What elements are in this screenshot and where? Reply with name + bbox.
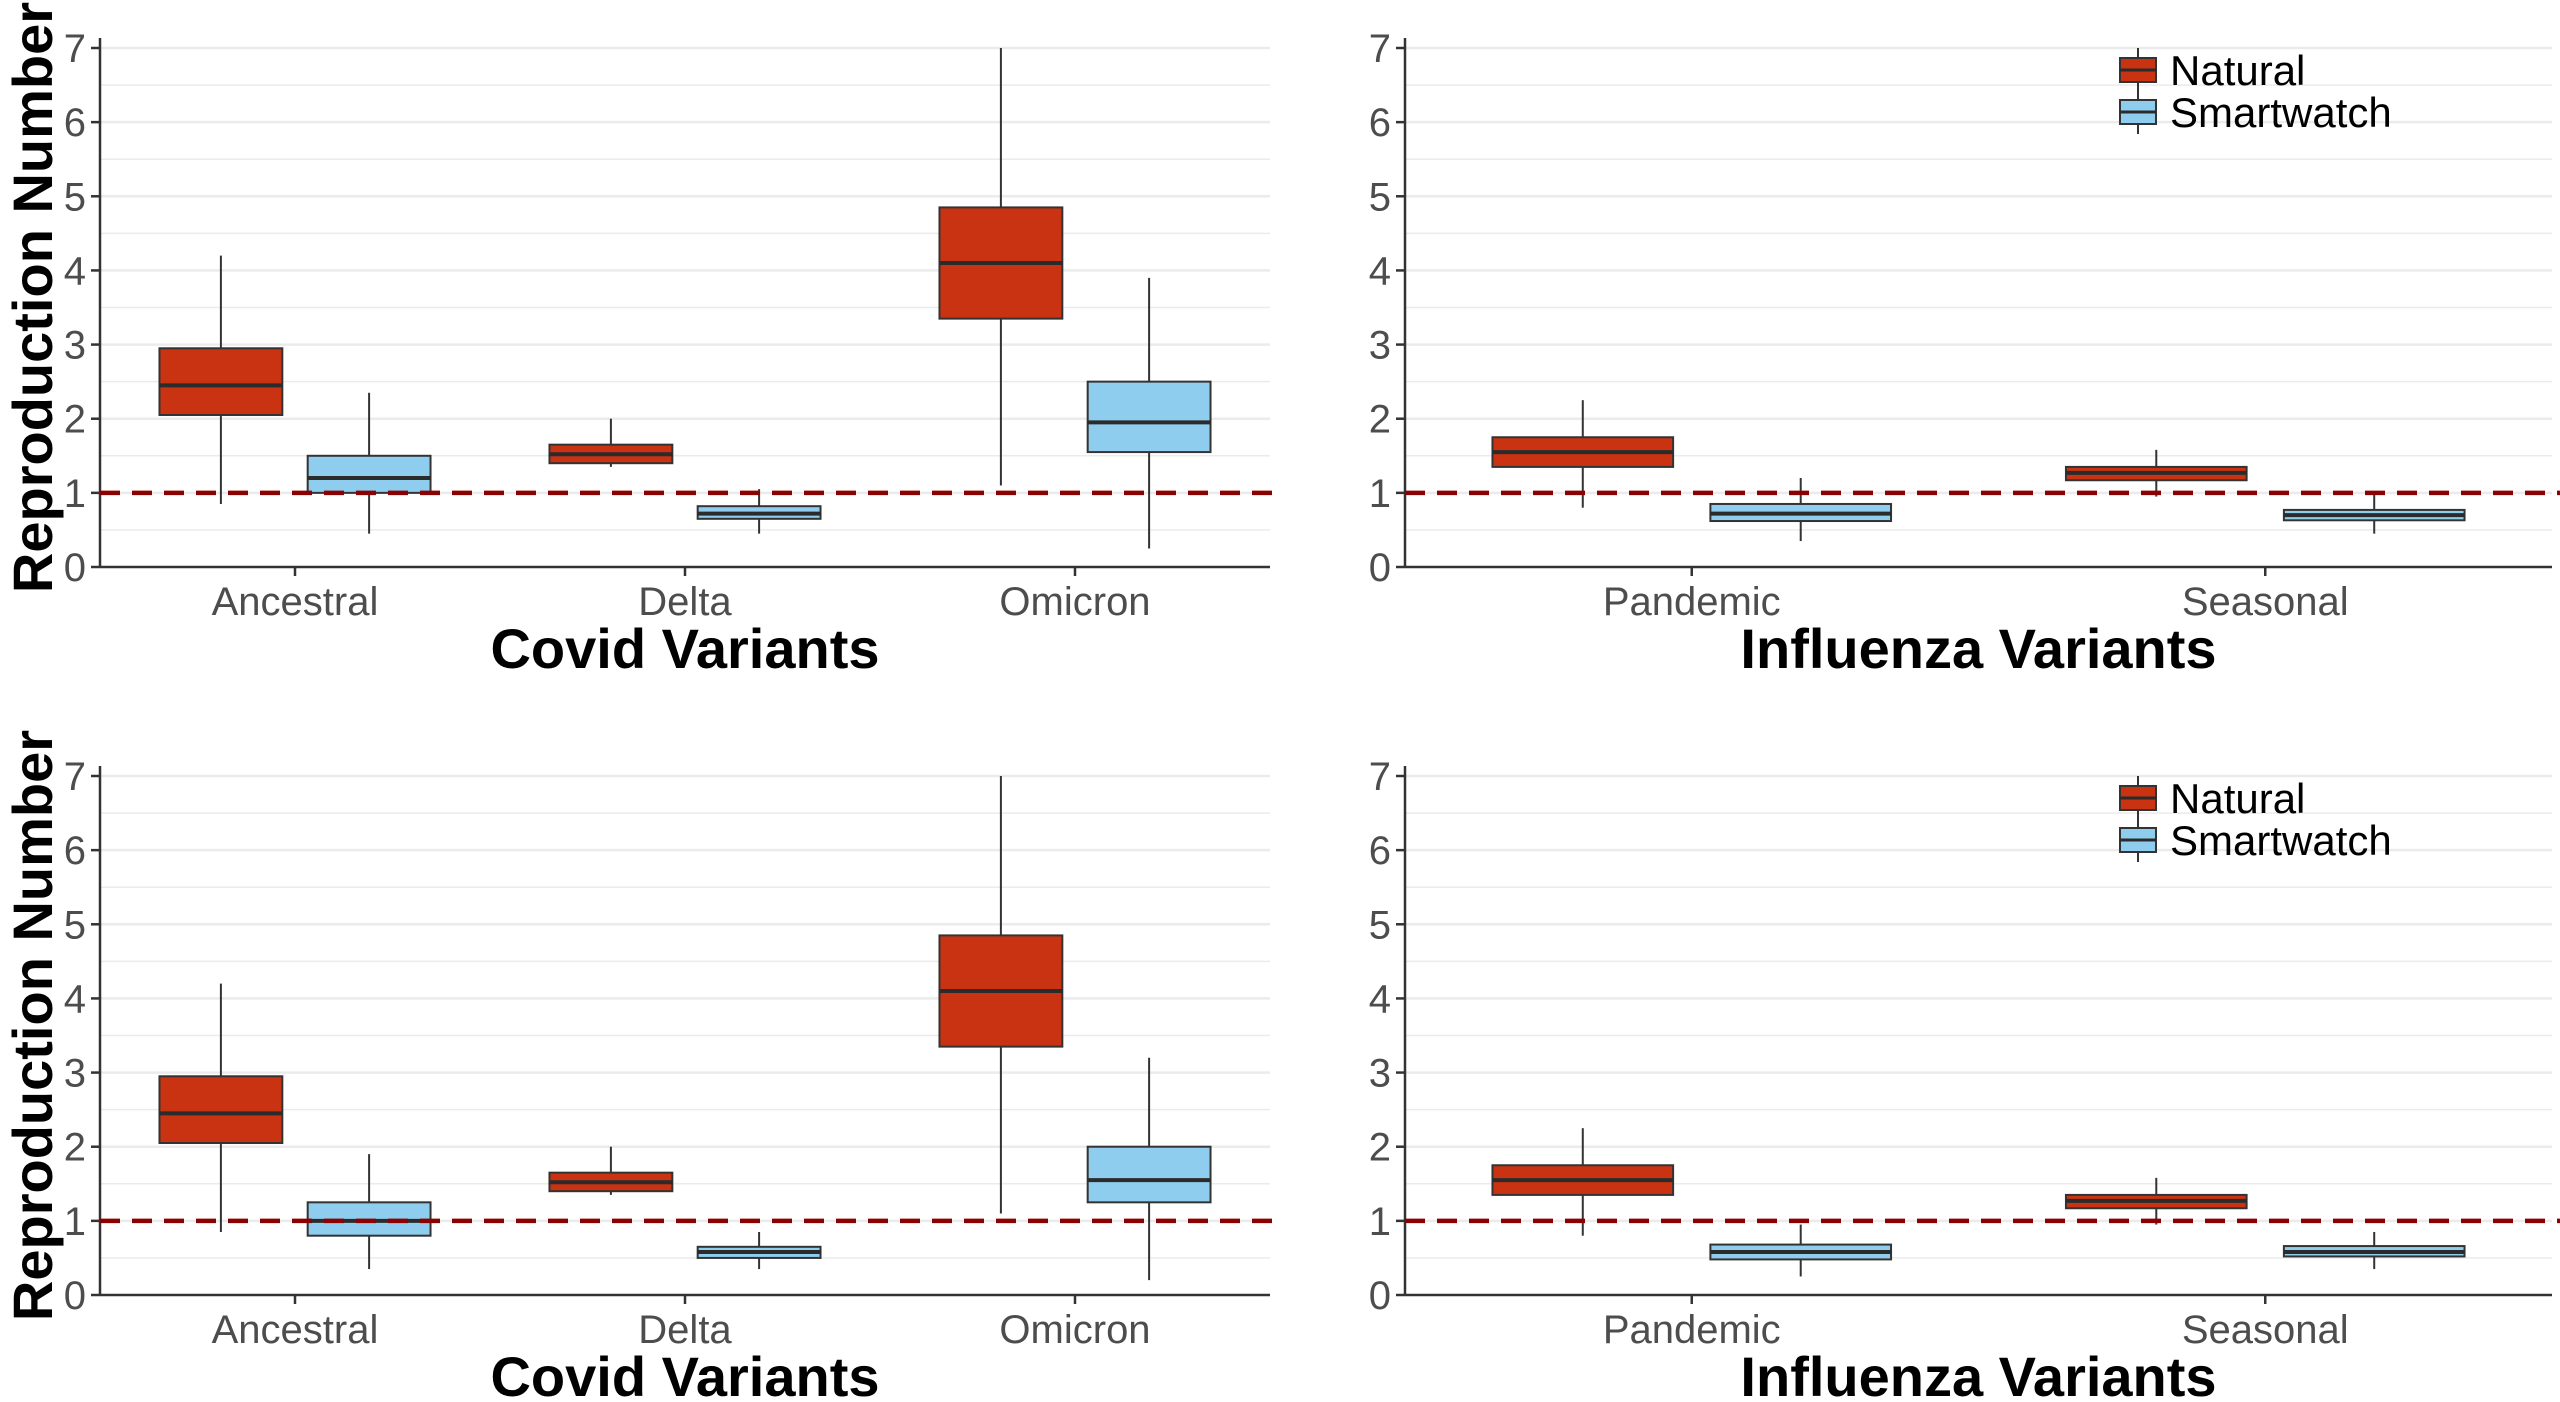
box-natural-omicron: [938, 776, 1064, 1214]
box-smartwatch-omicron: [1086, 277, 1212, 549]
x-tick-label: Pandemic: [1603, 1308, 1781, 1352]
y-tick-label: 4: [64, 977, 86, 1021]
y-tick-label: 1: [1369, 1200, 1391, 1244]
y-tick-label: 6: [64, 829, 86, 873]
y-tick-label: 2: [1369, 1126, 1391, 1170]
box-smartwatch-delta: [696, 1231, 822, 1270]
x-tick-label: Ancestral: [212, 580, 379, 624]
box-natural-seasonal: [2064, 1177, 2248, 1225]
box-iqr: [306, 454, 432, 494]
legend-label-natural: Natural: [2170, 775, 2305, 822]
x-axis-title: Influenza Variants: [1740, 1345, 2216, 1402]
y-tick-label: 5: [64, 903, 86, 947]
box-smartwatch-omicron: [1086, 1057, 1212, 1281]
box-natural-ancestral: [158, 983, 284, 1232]
y-tick-label: 0: [64, 546, 86, 590]
y-tick-label: 4: [1369, 977, 1391, 1021]
box-iqr: [1086, 380, 1212, 454]
x-tick-label: Delta: [638, 1308, 732, 1352]
y-tick-label: 6: [64, 101, 86, 145]
legend-key-smartwatch: [2119, 90, 2157, 134]
y-tick-label: 5: [1369, 903, 1391, 947]
y-tick-label: 0: [64, 1274, 86, 1318]
y-tick-label: 2: [1369, 398, 1391, 442]
y-tick-label: 2: [64, 398, 86, 442]
y-tick-label: 4: [64, 249, 86, 293]
x-tick-label: Seasonal: [2182, 580, 2349, 624]
y-tick-label: 1: [1369, 472, 1391, 516]
box-smartwatch-delta: [696, 489, 822, 534]
y-axis-title: Reproduction Number: [1, 2, 64, 593]
box-natural-delta: [548, 1146, 674, 1195]
y-tick-label: 7: [64, 755, 86, 799]
box-smartwatch-seasonal: [2282, 492, 2466, 534]
y-tick-label: 2: [64, 1126, 86, 1170]
box-smartwatch-ancestral: [306, 392, 432, 534]
y-tick-label: 1: [64, 1200, 86, 1244]
box-smartwatch-ancestral: [306, 1154, 432, 1270]
x-axis-title: Influenza Variants: [1740, 617, 2216, 680]
x-tick-label: Ancestral: [212, 1308, 379, 1352]
chart-panel-top-left: 0 1 2 3 4 5 6 7 Ancestral Delta Omicron Covid Varia…: [1, 2, 1280, 680]
y-tick-label: 0: [1369, 546, 1391, 590]
y-tick-label: 3: [1369, 1052, 1391, 1096]
legend-key-smartwatch: [2119, 818, 2157, 862]
box-natural-pandemic: [1491, 400, 1675, 508]
x-tick-label: Delta: [638, 580, 732, 624]
y-tick-label: 6: [1369, 829, 1391, 873]
box-smartwatch-seasonal: [2282, 1231, 2466, 1270]
legend-key-natural: [2119, 776, 2157, 820]
y-tick-label: 5: [1369, 175, 1391, 219]
y-tick-label: 4: [1369, 249, 1391, 293]
y-tick-label: 7: [1369, 27, 1391, 71]
y-axis-title: Reproduction Number: [1, 730, 64, 1321]
legend-label-smartwatch: Smartwatch: [2170, 89, 2392, 136]
box-natural-delta: [548, 418, 674, 467]
box-natural-seasonal: [2064, 449, 2248, 497]
x-axis-title: Covid Variants: [490, 1345, 879, 1402]
x-tick-label: Omicron: [999, 1308, 1150, 1352]
box-smartwatch-pandemic: [1709, 478, 1893, 542]
x-tick-label: Omicron: [999, 580, 1150, 624]
box-natural-omicron: [938, 48, 1064, 486]
legend-label-natural: Natural: [2170, 47, 2305, 94]
x-tick-label: Seasonal: [2182, 1308, 2349, 1352]
y-tick-label: 3: [1369, 324, 1391, 368]
y-tick-label: 7: [64, 27, 86, 71]
y-tick-label: 3: [64, 324, 86, 368]
box-iqr: [158, 1075, 284, 1145]
y-tick-label: 5: [64, 175, 86, 219]
box-natural-pandemic: [1491, 1128, 1675, 1236]
box-smartwatch-pandemic: [1709, 1224, 1893, 1277]
x-tick-label: Pandemic: [1603, 580, 1781, 624]
chart-panel-bottom-left: 0 1 2 3 4 5 6 7 Ancestral Delta Omicron Covid Varia…: [1, 730, 1280, 1402]
box-iqr: [1086, 1145, 1212, 1204]
x-axis-title: Covid Variants: [490, 617, 879, 680]
y-tick-label: 6: [1369, 101, 1391, 145]
legend-label-smartwatch: Smartwatch: [2170, 817, 2392, 864]
y-tick-label: 3: [64, 1052, 86, 1096]
legend-key-natural: [2119, 48, 2157, 92]
box-natural-ancestral: [158, 255, 284, 504]
box-iqr: [158, 347, 284, 417]
y-tick-label: 0: [1369, 1274, 1391, 1318]
y-tick-label: 1: [64, 472, 86, 516]
y-tick-label: 7: [1369, 755, 1391, 799]
